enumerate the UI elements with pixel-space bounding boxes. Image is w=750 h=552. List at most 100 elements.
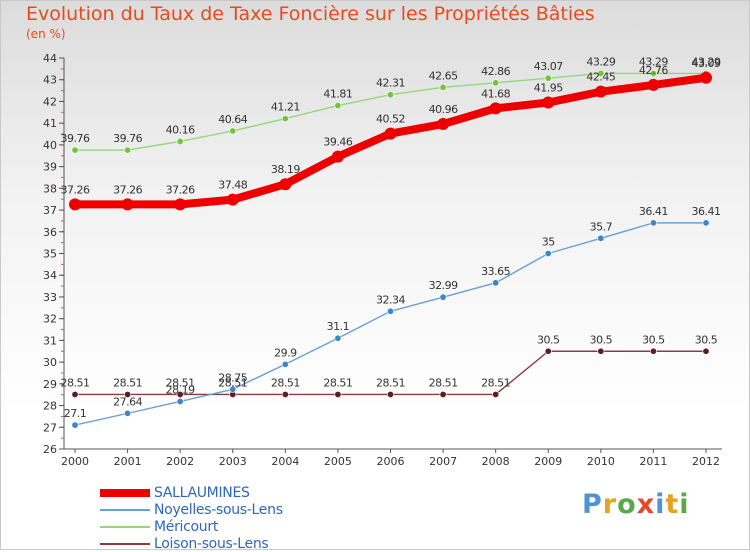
x-tick-label: 2010 xyxy=(587,455,615,468)
data-label: 42.45 xyxy=(586,71,615,84)
data-point xyxy=(489,102,502,115)
data-point xyxy=(594,85,607,98)
data-label: 42.76 xyxy=(639,64,668,77)
y-tick-label: 28 xyxy=(43,400,57,413)
data-point xyxy=(597,234,605,242)
data-point xyxy=(649,69,657,77)
logo-letter: o xyxy=(617,489,637,520)
y-tick-label: 32 xyxy=(43,313,57,326)
data-label: 43.29 xyxy=(692,55,721,68)
data-label: 30.5 xyxy=(537,333,560,346)
data-label: 28.19 xyxy=(166,383,195,396)
data-point xyxy=(386,307,394,315)
data-point xyxy=(69,198,81,211)
data-point xyxy=(439,390,447,398)
data-point xyxy=(542,96,555,109)
data-label: 35.7 xyxy=(590,220,613,233)
data-point xyxy=(700,71,712,84)
data-label: 38.19 xyxy=(271,163,300,176)
y-tick-label: 41 xyxy=(43,117,57,130)
data-point xyxy=(439,83,447,91)
x-tick-label: 2002 xyxy=(166,455,194,468)
data-point xyxy=(702,347,710,355)
data-label: 30.5 xyxy=(642,333,665,346)
legend-item-sallaumines: SALLAUMINES xyxy=(100,484,283,501)
x-tick-label: 2012 xyxy=(692,455,720,468)
x-tick-label: 2008 xyxy=(482,455,510,468)
data-label: 30.5 xyxy=(695,333,718,346)
data-label: 41.95 xyxy=(534,82,563,95)
data-label: 32.34 xyxy=(376,293,405,306)
y-tick-label: 40 xyxy=(43,139,57,152)
data-point xyxy=(597,69,605,77)
x-tick-label: 2006 xyxy=(377,455,405,468)
data-label: 27.64 xyxy=(113,395,142,408)
data-point xyxy=(71,146,79,154)
data-point xyxy=(124,390,132,398)
data-label: 28.51 xyxy=(429,376,458,389)
data-label: 40.16 xyxy=(166,123,195,136)
legend-label-loison: Loison-sous-Lens xyxy=(154,535,269,552)
data-label: 40.64 xyxy=(218,113,247,126)
y-tick-label: 39 xyxy=(43,161,57,174)
legend: SALLAUMINES Noyelles-sous-Lens Méricourt… xyxy=(100,484,283,552)
data-label: 31.1 xyxy=(327,320,350,333)
y-tick-label: 37 xyxy=(43,204,57,217)
data-label: 27.1 xyxy=(64,407,87,420)
data-label: 39.76 xyxy=(61,132,90,145)
data-point xyxy=(702,219,710,227)
data-point xyxy=(124,409,132,417)
unit-label: (en %) xyxy=(26,27,66,41)
y-tick-label: 34 xyxy=(43,269,57,282)
data-label: 28.75 xyxy=(218,371,247,384)
data-label: 40.52 xyxy=(376,113,405,126)
logo-letter: i xyxy=(655,489,666,520)
data-point xyxy=(386,390,394,398)
data-label: 28.51 xyxy=(271,376,300,389)
data-point xyxy=(229,127,237,135)
data-label: 29.9 xyxy=(274,346,297,359)
data-label: 32.99 xyxy=(429,279,458,292)
data-point xyxy=(647,78,660,91)
logo-letter: x xyxy=(636,489,656,520)
x-tick-label: 2000 xyxy=(61,455,89,468)
data-label: 28.51 xyxy=(166,376,195,389)
data-point xyxy=(279,178,292,191)
x-tick-label: 2011 xyxy=(639,455,667,468)
logo-letter: r xyxy=(602,489,618,520)
data-point xyxy=(544,74,552,82)
data-point xyxy=(544,250,552,258)
data-point xyxy=(281,390,289,398)
data-label: 37.26 xyxy=(113,183,142,196)
legend-swatch-mericourt xyxy=(100,525,150,528)
y-tick-label: 26 xyxy=(43,443,57,456)
y-tick-label: 30 xyxy=(43,356,57,369)
x-tick-label: 2009 xyxy=(534,455,562,468)
data-point xyxy=(437,118,450,131)
data-point xyxy=(226,193,239,206)
data-label: 28.51 xyxy=(61,376,90,389)
data-label: 39.46 xyxy=(323,136,352,149)
data-label: 43.09 xyxy=(692,57,721,70)
data-label: 28.51 xyxy=(481,376,510,389)
data-point xyxy=(492,279,500,287)
y-tick-label: 31 xyxy=(43,334,57,347)
data-label: 43.29 xyxy=(586,55,615,68)
data-point xyxy=(597,347,605,355)
data-label: 42.86 xyxy=(481,65,510,78)
data-point xyxy=(492,79,500,87)
legend-swatch-loison xyxy=(100,542,150,545)
x-tick-label: 2001 xyxy=(114,455,142,468)
data-label: 36.41 xyxy=(692,205,721,218)
y-tick-label: 38 xyxy=(43,182,57,195)
data-label: 28.51 xyxy=(376,376,405,389)
legend-item-mericourt: Méricourt xyxy=(100,518,283,535)
y-tick-label: 36 xyxy=(43,226,57,239)
data-point xyxy=(384,127,397,140)
logo-letter: i xyxy=(679,489,690,520)
data-label: 37.48 xyxy=(218,179,247,192)
chart-title: Evolution du Taux de Taxe Foncière sur l… xyxy=(26,3,595,25)
data-point xyxy=(334,390,342,398)
data-point xyxy=(649,219,657,227)
